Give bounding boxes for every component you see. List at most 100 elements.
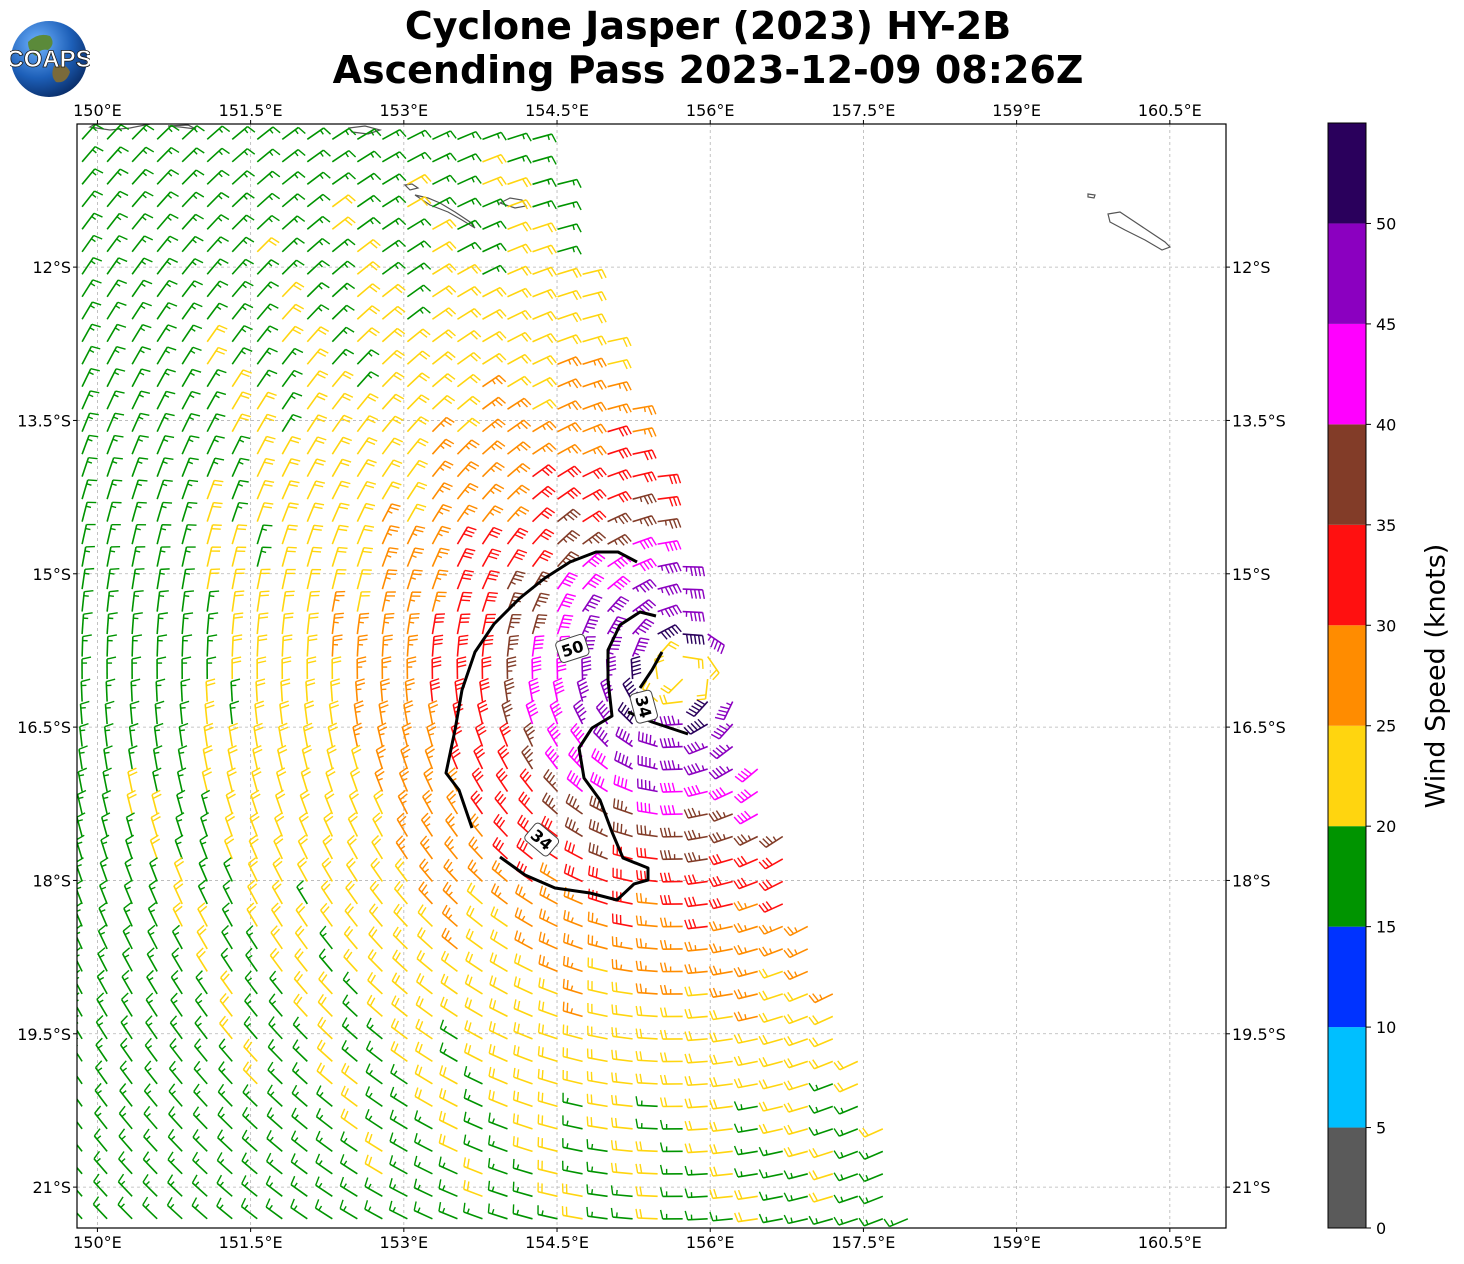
lat-tick-label-left: 19.5°S <box>17 1025 71 1044</box>
wind-barb <box>206 125 231 140</box>
wind-barb <box>219 1015 233 1040</box>
wind-barb <box>173 879 184 905</box>
wind-barb <box>659 1187 683 1198</box>
wind-barb <box>281 612 294 635</box>
wind-barb <box>396 812 409 837</box>
wind-barb <box>156 634 168 657</box>
contour-label: 50 <box>555 633 590 663</box>
wind-barb <box>783 1080 809 1091</box>
wind-barb <box>632 449 657 461</box>
wind-barb <box>635 1141 658 1153</box>
wind-barb <box>456 482 479 500</box>
wind-barb <box>153 722 164 747</box>
wind-barb <box>683 741 708 755</box>
wind-barb <box>104 700 115 725</box>
wind-barb <box>223 857 233 882</box>
wind-barb <box>659 694 683 705</box>
wind-barb <box>611 1004 633 1018</box>
wind-barb <box>833 1128 859 1137</box>
wind-barb <box>231 148 256 163</box>
wind-barb <box>490 883 508 905</box>
wind-barb <box>557 223 582 233</box>
wind-barb <box>306 193 331 208</box>
colorbar-tick-label: 25 <box>1376 717 1396 736</box>
wind-barb <box>733 1145 758 1156</box>
wind-barb <box>406 306 431 320</box>
wind-barb <box>514 907 533 928</box>
lat-tick-label-left: 13.5°S <box>17 411 71 430</box>
wind-barb <box>356 393 379 410</box>
wind-barb <box>306 590 320 612</box>
wind-barb <box>354 678 366 702</box>
wind-barb <box>562 955 583 973</box>
wind-barb <box>506 570 526 590</box>
wind-barb <box>557 334 582 345</box>
wind-barb <box>783 1036 809 1047</box>
colorbar-tick-label: 0 <box>1376 1219 1386 1238</box>
wind-barb <box>734 768 759 783</box>
wind-barb <box>292 1039 308 1062</box>
wind-barb <box>564 840 583 860</box>
wind-barb <box>256 391 277 410</box>
colorbar-tick-label: 20 <box>1376 817 1396 836</box>
wind-barb <box>456 656 467 680</box>
wind-barb <box>281 303 305 320</box>
wind-barb <box>324 789 335 815</box>
wind-barb <box>143 1128 158 1152</box>
wind-barb <box>734 1212 758 1223</box>
wind-barb <box>463 1043 483 1063</box>
wind-barb <box>439 1088 458 1108</box>
wind-barb <box>413 1178 433 1198</box>
wind-barb <box>170 970 183 995</box>
wind-barb <box>356 480 377 500</box>
wind-barb <box>331 282 356 298</box>
wind-barb <box>221 924 233 950</box>
wind-barb <box>481 570 500 590</box>
lon-tick-label-top: 150°E <box>73 101 122 120</box>
wind-barb <box>106 501 122 522</box>
wind-barb <box>77 767 88 792</box>
wind-barb <box>532 266 557 277</box>
wind-barb <box>582 401 607 412</box>
wind-barb <box>281 590 295 612</box>
wind-barb <box>256 568 271 590</box>
wind-barb <box>197 902 208 927</box>
colorbar-tick-label: 30 <box>1376 616 1396 635</box>
wind-barb <box>374 767 385 792</box>
wind-barb <box>296 879 308 905</box>
wind-barb <box>281 369 303 388</box>
wind-barb <box>256 259 280 275</box>
wind-barb <box>181 479 199 500</box>
wind-barb <box>81 168 104 185</box>
wind-barb <box>684 1031 708 1042</box>
wind-barb <box>81 279 102 298</box>
wind-barb <box>290 1198 308 1220</box>
wind-barb <box>81 523 96 545</box>
wind-barb <box>733 944 758 956</box>
wind-barb <box>245 947 258 972</box>
wind-barb <box>93 1128 108 1152</box>
wind-barb <box>356 327 380 343</box>
wind-barb <box>632 557 657 572</box>
wind-barb <box>632 618 655 635</box>
wind-barb <box>562 1001 583 1018</box>
wind-barb <box>106 612 118 635</box>
wind-barb <box>281 237 305 253</box>
wind-barb <box>306 304 330 320</box>
wind-barb <box>106 523 121 545</box>
wind-barb <box>291 1107 308 1130</box>
wind-barb <box>256 480 275 500</box>
wind-barb <box>494 790 509 815</box>
wind-barb <box>481 462 505 478</box>
wind-barb <box>582 510 607 523</box>
wind-barb <box>709 1144 733 1155</box>
wind-barb <box>423 767 434 792</box>
wind-barb <box>81 190 104 208</box>
wind-barb <box>611 936 633 950</box>
wind-barb <box>206 147 230 163</box>
wind-barb <box>193 1060 208 1085</box>
wind-barb <box>481 548 502 568</box>
wind-barb <box>758 1079 783 1090</box>
wind-barb <box>532 222 557 233</box>
wind-barb <box>636 801 658 815</box>
